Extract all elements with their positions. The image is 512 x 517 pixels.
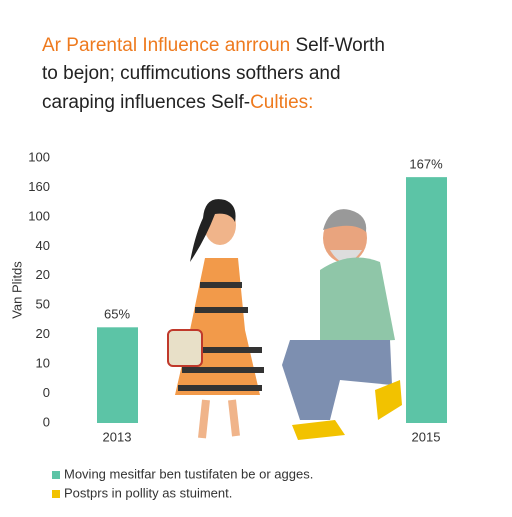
- chart-title: caraping influences Self-Culties:: [42, 92, 313, 113]
- title-part: Ar Parental Influence anrroun: [42, 35, 290, 56]
- y-tick-label: 10: [36, 356, 50, 371]
- legend-label: Postprs in pollity as stuiment.: [64, 485, 232, 500]
- title-part: caraping influences Self-: [42, 92, 250, 113]
- x-tick-label: 2015: [412, 429, 441, 444]
- chart-title: to bejon; cuffimcutions softhers and: [42, 63, 341, 84]
- value-label: 167%: [409, 157, 443, 172]
- y-tick-label: 160: [28, 179, 50, 194]
- legend-swatch: [52, 490, 60, 498]
- x-tick-label: 2013: [103, 429, 132, 444]
- y-tick-label: 40: [36, 238, 50, 253]
- y-tick-label: 0: [43, 385, 50, 400]
- title-part: Self-Worth: [296, 35, 385, 56]
- illustration: [167, 199, 402, 440]
- value-label: 65%: [104, 307, 130, 322]
- chart-title: Ar Parental Influence anrroun Self-Worth: [42, 35, 385, 56]
- y-axis-label: Van Plitds: [9, 261, 24, 319]
- y-tick-label: 20: [36, 267, 50, 282]
- y-tick-label: 50: [36, 297, 50, 312]
- y-tick-label: 100: [28, 149, 50, 164]
- legend-swatch: [52, 471, 60, 479]
- y-tick-label: 0: [43, 414, 50, 429]
- legend-label: Moving mesitfar ben tustifaten be or agg…: [64, 466, 313, 481]
- bar: [406, 177, 447, 423]
- bar: [97, 327, 138, 423]
- title-part: to bejon; cuffimcutions softhers and: [42, 63, 341, 84]
- y-tick-label: 100: [28, 208, 50, 223]
- y-tick-label: 20: [36, 326, 50, 341]
- title-part: Culties:: [250, 92, 313, 113]
